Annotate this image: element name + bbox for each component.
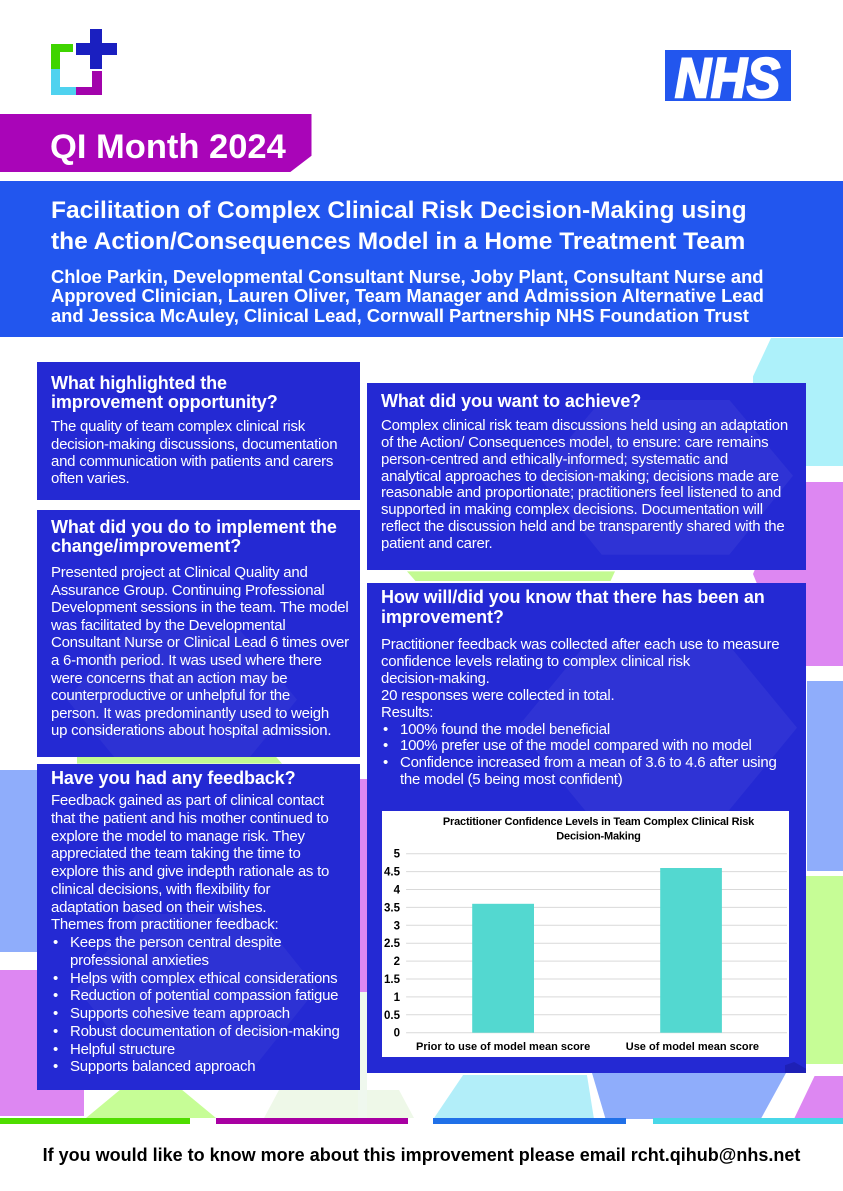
svg-text:3.5: 3.5 — [384, 903, 401, 915]
svg-text:2: 2 — [394, 956, 400, 968]
svg-text:1.5: 1.5 — [384, 974, 401, 986]
svg-text:NHS: NHS — [675, 50, 780, 101]
svg-text:Prior to use of model mean sco: Prior to use of model mean score — [416, 1041, 590, 1053]
svg-text:1: 1 — [394, 992, 401, 1004]
svg-text:4.5: 4.5 — [384, 867, 401, 879]
svg-text:Use of model mean score: Use of model mean score — [626, 1041, 759, 1053]
svg-text:Practitioner Confidence Levels: Practitioner Confidence Levels in Team C… — [443, 816, 755, 828]
svg-text:3: 3 — [394, 921, 400, 933]
svg-text:0.5: 0.5 — [384, 1010, 401, 1022]
svg-text:2.5: 2.5 — [384, 938, 401, 950]
svg-text:0: 0 — [394, 1028, 400, 1040]
svg-text:Decision-Making: Decision-Making — [556, 831, 640, 843]
svg-text:4: 4 — [394, 885, 401, 897]
svg-text:5: 5 — [394, 849, 401, 861]
